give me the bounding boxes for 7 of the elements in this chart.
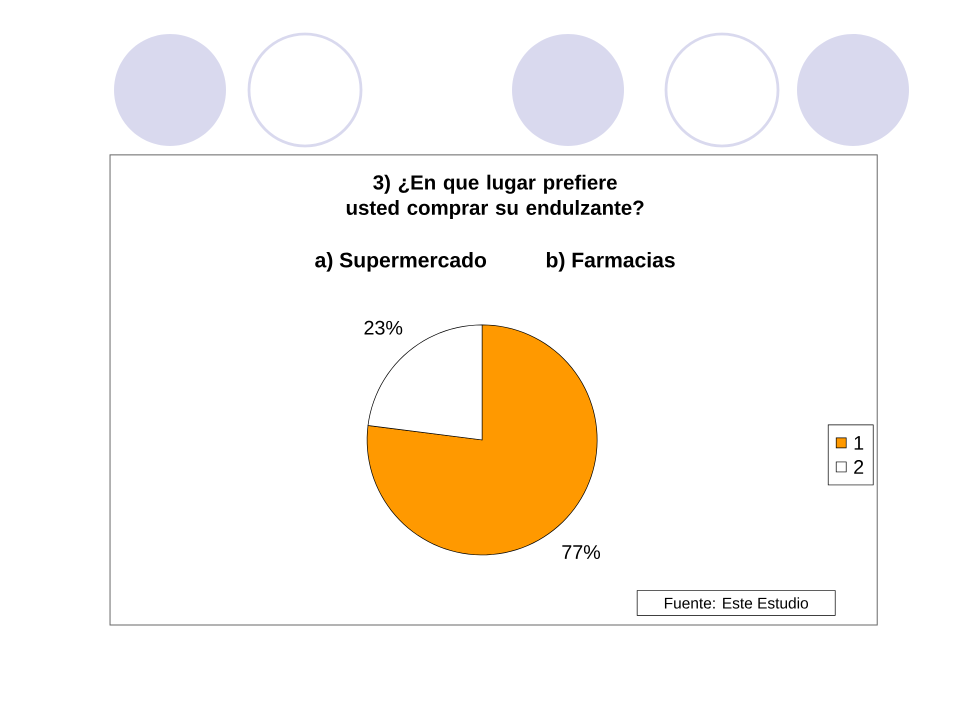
chart-title: 3) ¿En que lugar prefiere usted comprar su endulzante? [346,174,644,220]
data-label: 77% [562,545,600,559]
data-label: 23% [364,320,402,335]
chart-subtitle: a) Supermercado b) Farmacias [315,252,675,272]
legend-label: 1 [854,436,864,450]
source-note: Fuente: Este Estudio [664,597,808,609]
legend-label: 2 [854,460,864,474]
